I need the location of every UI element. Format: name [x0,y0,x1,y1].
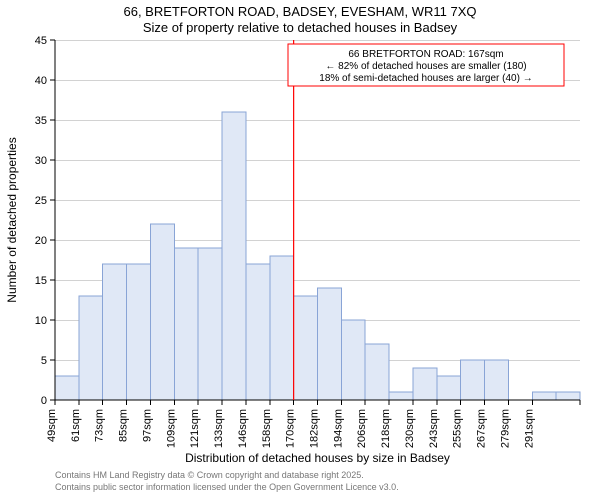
histogram-bar [222,112,246,400]
histogram-bar [294,296,318,400]
histogram-bar [365,344,389,400]
histogram-bar [437,376,461,400]
x-tick-label: 194sqm [332,409,344,448]
x-tick-label: 230sqm [404,409,416,448]
y-tick-label: 30 [35,155,47,167]
y-tick-label: 20 [35,235,47,247]
annotation-line3: 18% of semi-detached houses are larger (… [319,73,532,84]
x-tick-label: 133sqm [213,409,225,448]
histogram-bar [556,392,580,400]
x-tick-label: 158sqm [261,409,273,448]
y-tick-label: 40 [35,75,47,87]
histogram-bar [413,368,437,400]
chart-container: 66, BRETFORTON ROAD, BADSEY, EVESHAM, WR… [0,0,600,500]
histogram-chart: 66, BRETFORTON ROAD, BADSEY, EVESHAM, WR… [0,0,600,500]
x-tick-label: 206sqm [356,409,368,448]
histogram-bar [55,376,79,400]
histogram-bar [103,264,127,400]
x-tick-label: 267sqm [476,409,488,448]
x-tick-label: 49sqm [46,409,58,442]
y-axis-label: Number of detached properties [5,137,19,302]
x-tick-label: 255sqm [452,409,464,448]
annotation-line2: ← 82% of detached houses are smaller (18… [325,61,526,72]
y-tick-label: 35 [35,115,47,127]
x-tick-label: 146sqm [237,409,249,448]
y-tick-label: 0 [41,395,47,407]
histogram-bar [341,320,365,400]
chart-title-line1: 66, BRETFORTON ROAD, BADSEY, EVESHAM, WR… [123,4,476,19]
histogram-bar [532,392,556,400]
y-tick-label: 15 [35,275,47,287]
x-tick-label: 182sqm [309,409,321,448]
y-tick-label: 45 [35,35,47,47]
x-tick-label: 61sqm [70,409,82,442]
histogram-bar [318,288,342,400]
x-axis-label: Distribution of detached houses by size … [185,451,450,465]
x-tick-label: 170sqm [285,409,297,448]
histogram-bar [485,360,509,400]
histogram-bar [461,360,485,400]
histogram-bar [198,248,222,400]
histogram-bar [389,392,413,400]
x-tick-label: 73sqm [94,409,106,442]
chart-title-line2: Size of property relative to detached ho… [143,20,458,35]
histogram-bar [127,264,151,400]
footnote-line2: Contains public sector information licen… [55,482,399,492]
x-tick-label: 291sqm [523,409,535,448]
annotation-line1: 66 BRETFORTON ROAD: 167sqm [348,49,503,60]
y-tick-label: 25 [35,195,47,207]
x-tick-label: 218sqm [380,409,392,448]
x-tick-label: 85sqm [118,409,130,442]
footnote-line1: Contains HM Land Registry data © Crown c… [55,470,364,480]
histogram-bar [150,224,174,400]
y-tick-label: 5 [41,355,47,367]
y-tick-label: 10 [35,315,47,327]
x-tick-label: 279sqm [499,409,511,448]
histogram-bar [79,296,103,400]
x-tick-label: 97sqm [141,409,153,442]
x-tick-label: 243sqm [428,409,440,448]
histogram-bar [270,256,294,400]
histogram-bar [174,248,198,400]
x-tick-label: 121sqm [189,409,201,448]
x-tick-label: 109sqm [165,409,177,448]
histogram-bar [246,264,270,400]
